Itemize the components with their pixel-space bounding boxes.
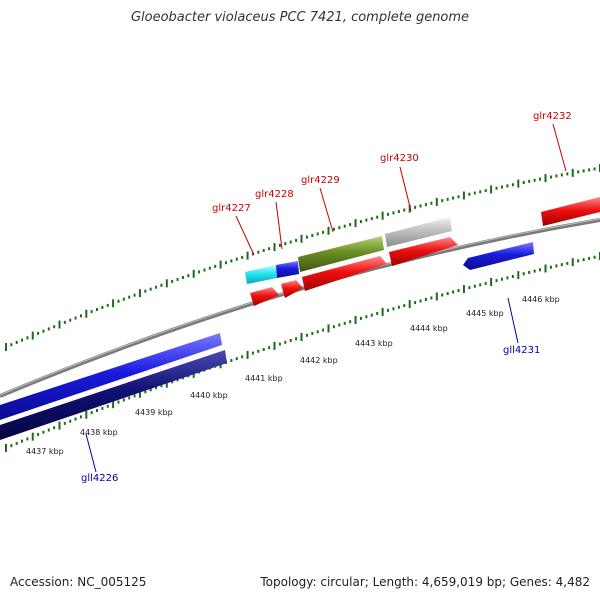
gene-gll4231[interactable] [463,242,534,270]
gene-label-glr4227: glr4227 [212,203,251,214]
leader-glr4230 [399,166,412,212]
gene-glr4230[interactable] [385,217,452,247]
scale-label-4440: 4440 kbp [190,391,228,400]
gene-label-glr4232: glr4232 [533,111,572,122]
map-title: Gloeobacter violaceus PCC 7421, complete… [130,10,470,25]
scale-label-4438: 4438 kbp [80,428,118,437]
scale-label-4444: 4444 kbp [410,324,448,333]
outer-tick-ring [5,164,600,351]
inner-tick-ring [5,252,600,452]
leader-glr4232 [552,123,567,172]
gene-red-2[interactable] [281,280,303,298]
accession-text: Accession: NC_005125 [10,575,147,589]
gene-red-4[interactable] [389,237,458,266]
scale-label-4437: 4437 kbp [26,447,64,456]
gene-red-1[interactable] [250,287,279,306]
gene-glr4227[interactable] [245,265,277,284]
scale-label-4445: 4445 kbp [466,309,504,318]
scale-label-4442: 4442 kbp [300,356,338,365]
gene-red-3[interactable] [302,256,387,291]
scale-label-4439: 4439 kbp [135,408,173,417]
gene-glr4228[interactable] [276,261,299,278]
leader-gll4231 [507,297,519,344]
scale-label-4441: 4441 kbp [245,374,283,383]
genome-meta-text: Topology: circular; Length: 4,659,019 bp… [260,575,590,589]
gene-label-glr4228: glr4228 [255,189,294,200]
gene-glr4229[interactable] [298,236,384,272]
gene-gll4226-inner[interactable] [0,350,227,440]
leader-glr4228 [275,201,283,250]
scale-label-4446: 4446 kbp [522,295,560,304]
gene-glr4232[interactable] [541,197,600,226]
leader-gll4226 [85,433,97,473]
leader-glr4229 [319,187,334,233]
gene-label-glr4230: glr4230 [380,153,419,164]
gene-label-gll4226: gll4226 [81,473,118,484]
scale-label-4443: 4443 kbp [355,339,393,348]
gene-gll4226-outer[interactable] [0,333,222,420]
gene-label-gll4231: gll4231 [503,345,540,356]
gene-label-glr4229: glr4229 [301,175,340,186]
leader-glr4227 [235,215,255,256]
